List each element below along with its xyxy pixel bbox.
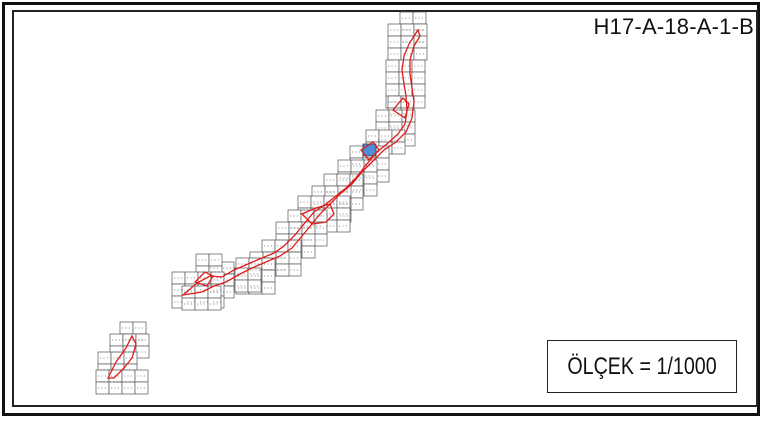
grid-cells bbox=[95, 11, 428, 395]
sheet-code-label: H17-A-18-A-1-B bbox=[593, 14, 754, 39]
boundary-lobe-3 bbox=[392, 97, 410, 120]
outer-border bbox=[2, 2, 760, 416]
boundary-lobe-4 bbox=[360, 141, 380, 161]
boundary-main bbox=[180, 28, 421, 296]
boundary-small-island bbox=[106, 334, 137, 379]
scale-label: ÖLÇEK = 1/1000 bbox=[567, 352, 717, 380]
parcel-boundary bbox=[106, 28, 421, 379]
scale-box: ÖLÇEK = 1/1000 bbox=[547, 340, 737, 393]
boundary-lobe-1 bbox=[300, 203, 335, 225]
grid-ticks bbox=[98, 17, 425, 389]
boundary-lobe-2 bbox=[193, 271, 214, 287]
